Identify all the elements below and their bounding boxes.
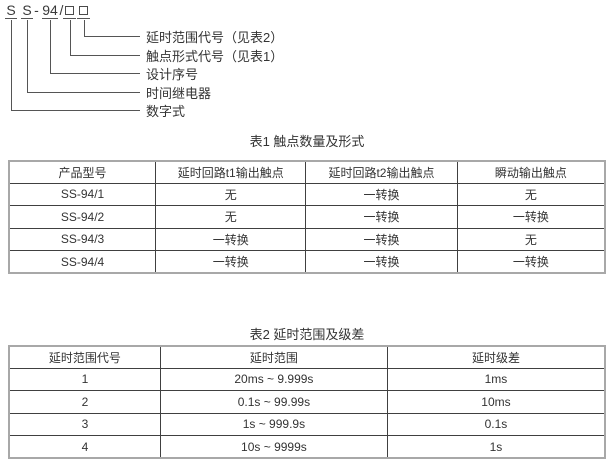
table-cell: 一转换 <box>305 182 458 206</box>
connector-line <box>50 20 140 74</box>
connector-line <box>11 20 140 111</box>
table-cell: 2 <box>8 390 161 414</box>
table2-header-range: 延时范围 <box>159 345 388 369</box>
connector-line <box>27 20 140 93</box>
table1-header-instant-contact: 瞬动输出触点 <box>456 160 606 184</box>
table-row: SS-94/2 无 一转换 一转换 <box>8 205 606 229</box>
table-cell: 20ms ~ 9.999s <box>159 367 388 391</box>
table-cell: 1s <box>386 435 606 459</box>
table-cell: SS-94/2 <box>8 205 157 229</box>
table-cell: 无 <box>155 182 307 206</box>
table-cell: 一转换 <box>155 227 307 251</box>
table2-header-range-code: 延时范围代号 <box>8 345 161 369</box>
table-cell: 一转换 <box>305 250 458 274</box>
table-cell: 10ms <box>386 390 606 414</box>
table-cell: 3 <box>8 412 161 436</box>
table-cell: 无 <box>155 205 307 229</box>
table-cell: 1ms <box>386 367 606 391</box>
connector-line <box>70 20 140 56</box>
code-part-dash: - <box>34 2 39 18</box>
table-row: 3 1s ~ 999.9s 0.1s <box>8 412 606 436</box>
table-row: SS-94/4 一转换 一转换 一转换 <box>8 250 606 274</box>
underline-mark <box>63 18 76 19</box>
table-cell: 一转换 <box>456 250 606 274</box>
callout-contact-form-code: 触点形式代号（见表1） <box>146 49 284 64</box>
table1-header-t1-contact: 延时回路t1输出触点 <box>155 160 307 184</box>
table2-header-step: 延时级差 <box>386 345 606 369</box>
table-cell: SS-94/4 <box>8 250 157 274</box>
callout-digital-type: 数字式 <box>146 104 186 119</box>
table-row: SS-94/3 一转换 一转换 无 <box>8 227 606 251</box>
table-cell: 0.1s <box>386 412 606 436</box>
callout-delay-range-code: 延时范围代号（见表2） <box>146 30 284 45</box>
callout-design-serial: 设计序号 <box>146 67 199 82</box>
callout-time-relay: 时间继电器 <box>146 86 212 101</box>
code-part-series: 94 <box>42 2 58 19</box>
table-row: 2 0.1s ~ 99.99s 10ms <box>8 390 606 414</box>
table-cell: 0.1s ~ 99.99s <box>159 390 388 414</box>
table1-header-row: 产品型号 延时回路t1输出触点 延时回路t2输出触点 瞬动输出触点 <box>8 160 606 184</box>
table-cell: 一转换 <box>305 205 458 229</box>
table1-header-t2-contact: 延时回路t2输出触点 <box>305 160 458 184</box>
table-cell: 一转换 <box>456 205 606 229</box>
code-part-slash: / <box>59 2 64 18</box>
table-cell: 1 <box>8 367 161 391</box>
table-cell: 10s ~ 9999s <box>159 435 388 459</box>
table1-header-model: 产品型号 <box>8 160 157 184</box>
placeholder-box-icon <box>65 6 74 15</box>
model-designation-diagram: S S - 94 / 延时范围代号（见表2） 触点形式代号（见表1） 设计序号 … <box>0 0 614 125</box>
table-row: 1 20ms ~ 9.999s 1ms <box>8 367 606 391</box>
connector-line <box>84 20 140 37</box>
table-cell: 无 <box>456 182 606 206</box>
table-cell: SS-94/1 <box>8 182 157 206</box>
table-cell: 一转换 <box>305 227 458 251</box>
code-part-digital: S <box>5 2 17 19</box>
table1-title: 表1 触点数量及形式 <box>249 134 365 149</box>
table-row: SS-94/1 无 一转换 无 <box>8 182 606 206</box>
table-cell: 4 <box>8 435 161 459</box>
table-cell: 一转换 <box>155 250 307 274</box>
table-row: 4 10s ~ 9999s 1s <box>8 435 606 459</box>
table1-contact-forms: 产品型号 延时回路t1输出触点 延时回路t2输出触点 瞬动输出触点 SS-94/… <box>8 160 606 274</box>
code-part-relay: S <box>21 2 33 19</box>
table2-delay-ranges: 延时范围代号 延时范围 延时级差 1 20ms ~ 9.999s 1ms 2 0… <box>8 345 606 459</box>
table-cell: 1s ~ 999.9s <box>159 412 388 436</box>
table2-header-row: 延时范围代号 延时范围 延时级差 <box>8 345 606 369</box>
placeholder-box-icon <box>79 6 88 15</box>
underline-mark <box>77 18 90 19</box>
table2-title: 表2 延时范围及级差 <box>249 327 365 342</box>
table-cell: 无 <box>456 227 606 251</box>
table-cell: SS-94/3 <box>8 227 157 251</box>
